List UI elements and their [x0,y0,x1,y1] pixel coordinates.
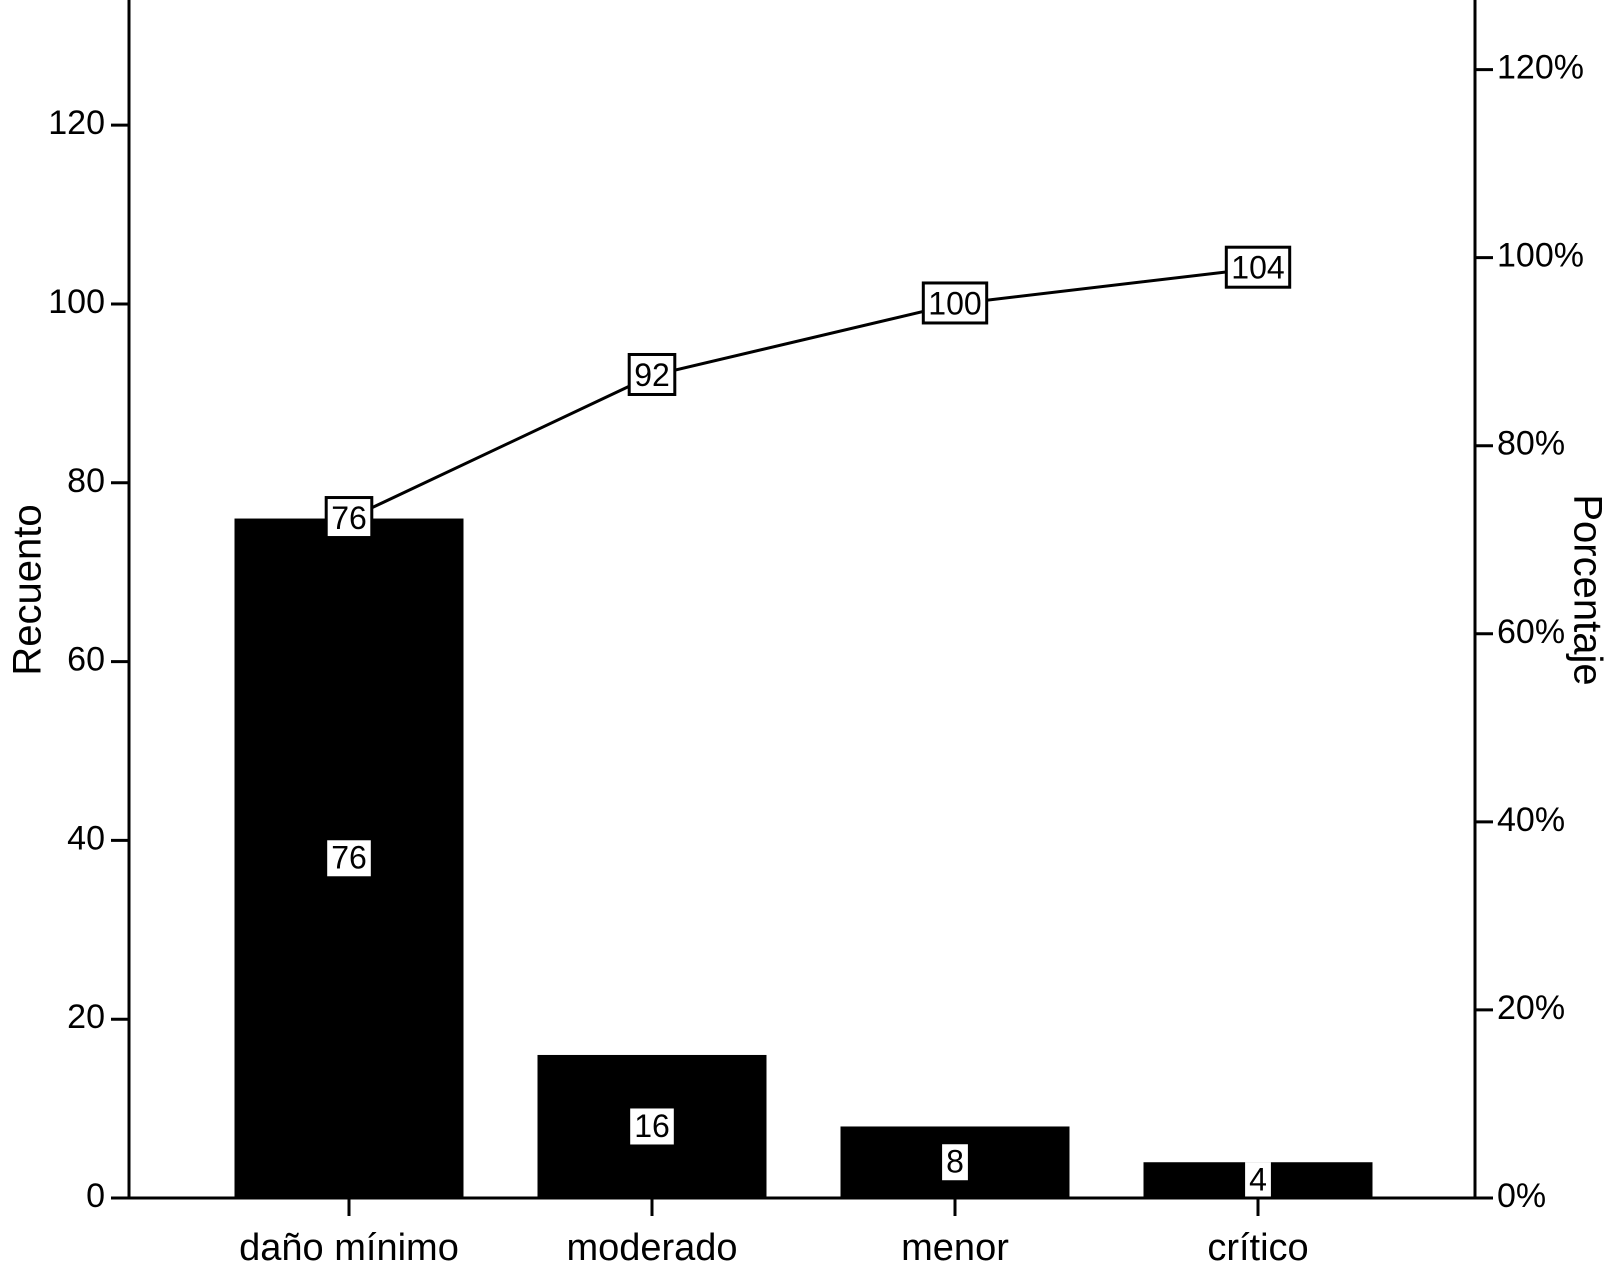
line-label: 100 [928,285,981,321]
y-tick-label: 0 [86,1177,105,1215]
bar-label-bg [1245,1162,1271,1199]
x-tick-label: daño mínimo [239,1227,459,1269]
y-tick-label: 40 [67,819,105,857]
y-tick-label: 20 [67,998,105,1036]
x-tick-label: moderado [566,1227,737,1269]
y2-tick-label: 80% [1497,425,1565,463]
line-label: 92 [634,357,670,393]
bar-label-bg [942,1144,968,1181]
bar-label: 8 [946,1144,964,1180]
y-tick-label: 80 [67,462,105,500]
y2-tick-label: 100% [1497,237,1584,275]
y-tick-label: 120 [48,104,105,142]
line-label-box [627,352,677,396]
line-label-box [921,281,989,325]
bar-label: 16 [634,1108,670,1144]
y-axis-title: Recuento [6,504,50,675]
bar-label: 76 [331,840,367,876]
line-label-box [324,496,374,540]
y2-tick-label: 20% [1497,989,1565,1027]
y2-axis-title: Porcentaje [1565,494,1609,685]
line-label: 76 [331,500,367,536]
x-tick-label: menor [901,1227,1009,1269]
y2-tick-label: 0% [1497,1177,1546,1215]
cumulative-line [348,266,1259,520]
y-tick-label: 60 [67,641,105,679]
bar-label-bg [327,840,371,877]
y2-tick-label: 120% [1497,49,1584,87]
y-tick-label: 100 [48,283,105,321]
line-label-box [1224,245,1292,289]
bar-label-bg [630,1108,674,1145]
bar-label: 4 [1249,1162,1267,1198]
y2-tick-label: 60% [1497,613,1565,651]
x-tick-label: crítico [1207,1227,1308,1269]
line-label: 104 [1231,250,1284,286]
y2-tick-label: 40% [1497,801,1565,839]
